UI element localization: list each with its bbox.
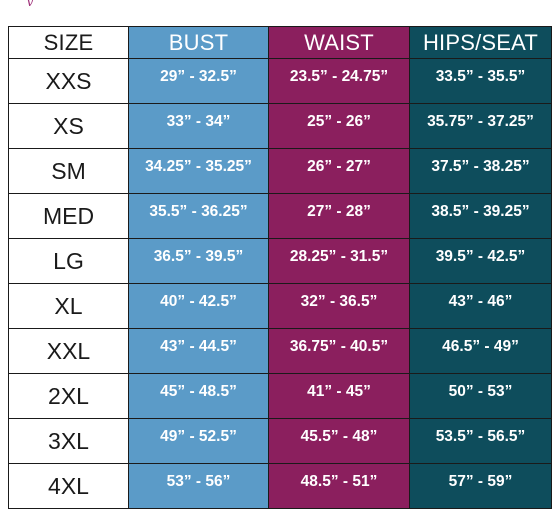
- table-row: SM 34.25” - 35.25” 26” - 27” 37.5” - 38.25”: [8, 148, 552, 194]
- hips-cell: 38.5” - 39.25”: [409, 193, 552, 239]
- bust-cell: 43” - 44.5”: [128, 328, 269, 374]
- hips-cell: 35.75” - 37.25”: [409, 103, 552, 149]
- table-row: LG 36.5” - 39.5” 28.25” - 31.5” 39.5” - 42.…: [8, 238, 552, 284]
- size-cell: MED: [8, 193, 129, 239]
- waist-cell: 36.75” - 40.5”: [268, 328, 410, 374]
- waist-cell: 32” - 36.5”: [268, 283, 410, 329]
- table-row: XXL 43” - 44.5” 36.75” - 40.5” 46.5” - 49”: [8, 328, 552, 374]
- hips-cell: 53.5” - 56.5”: [409, 418, 552, 464]
- table-row: 2XL 45” - 48.5” 41” - 45” 50” - 53”: [8, 373, 552, 419]
- bust-cell: 34.25” - 35.25”: [128, 148, 269, 194]
- waist-cell: 28.25” - 31.5”: [268, 238, 410, 284]
- hips-cell: 33.5” - 35.5”: [409, 58, 552, 104]
- table-row: XXS 29” - 32.5” 23.5” - 24.75” 33.5” - 35.5…: [8, 58, 552, 104]
- hips-cell: 46.5” - 49”: [409, 328, 552, 374]
- table-row: MED 35.5” - 36.25” 27” - 28” 38.5” - 39.25”: [8, 193, 552, 239]
- header-waist: WAIST: [268, 26, 410, 59]
- size-cell: XL: [8, 283, 129, 329]
- size-rows: XXS 29” - 32.5” 23.5” - 24.75” 33.5” - 35.5…: [8, 58, 552, 509]
- bust-cell: 40” - 42.5”: [128, 283, 269, 329]
- bust-cell: 45” - 48.5”: [128, 373, 269, 419]
- header-bust: BUST: [128, 26, 269, 59]
- waist-cell: 26” - 27”: [268, 148, 410, 194]
- size-cell: XS: [8, 103, 129, 149]
- size-cell: XXL: [8, 328, 129, 374]
- hips-cell: 39.5” - 42.5”: [409, 238, 552, 284]
- waist-cell: 45.5” - 48”: [268, 418, 410, 464]
- hips-cell: 57” - 59”: [409, 463, 552, 509]
- bust-cell: 29” - 32.5”: [128, 58, 269, 104]
- bust-cell: 33” - 34”: [128, 103, 269, 149]
- waist-cell: 25” - 26”: [268, 103, 410, 149]
- size-cell: XXS: [8, 58, 129, 104]
- size-cell: 3XL: [8, 418, 129, 464]
- size-cell: SM: [8, 148, 129, 194]
- bust-cell: 49” - 52.5”: [128, 418, 269, 464]
- waist-cell: 48.5” - 51”: [268, 463, 410, 509]
- size-cell: LG: [8, 238, 129, 284]
- hips-cell: 50” - 53”: [409, 373, 552, 419]
- bust-cell: 53” - 56”: [128, 463, 269, 509]
- waist-cell: 23.5” - 24.75”: [268, 58, 410, 104]
- waist-cell: 27” - 28”: [268, 193, 410, 239]
- header-hips-seat: HIPS/SEAT: [409, 26, 552, 59]
- hips-cell: 43” - 46”: [409, 283, 552, 329]
- table-row: XL 40” - 42.5” 32” - 36.5” 43” - 46”: [8, 283, 552, 329]
- table-row: 4XL 53” - 56” 48.5” - 51” 57” - 59”: [8, 463, 552, 509]
- waist-cell: 41” - 45”: [268, 373, 410, 419]
- header-row: SIZE BUST WAIST HIPS/SEAT: [8, 26, 552, 59]
- table-row: XS 33” - 34” 25” - 26” 35.75” - 37.25”: [8, 103, 552, 149]
- size-cell: 2XL: [8, 373, 129, 419]
- bust-cell: 36.5” - 39.5”: [128, 238, 269, 284]
- bust-cell: 35.5” - 36.25”: [128, 193, 269, 239]
- header-size: SIZE: [8, 26, 129, 59]
- hips-cell: 37.5” - 38.25”: [409, 148, 552, 194]
- size-chart-table: SIZE BUST WAIST HIPS/SEAT XXS 29” - 32.5”…: [8, 26, 552, 509]
- table-row: 3XL 49” - 52.5” 45.5” - 48” 53.5” - 56.5”: [8, 418, 552, 464]
- cropped-heading-fragment: y: [26, 0, 52, 6]
- size-cell: 4XL: [8, 463, 129, 509]
